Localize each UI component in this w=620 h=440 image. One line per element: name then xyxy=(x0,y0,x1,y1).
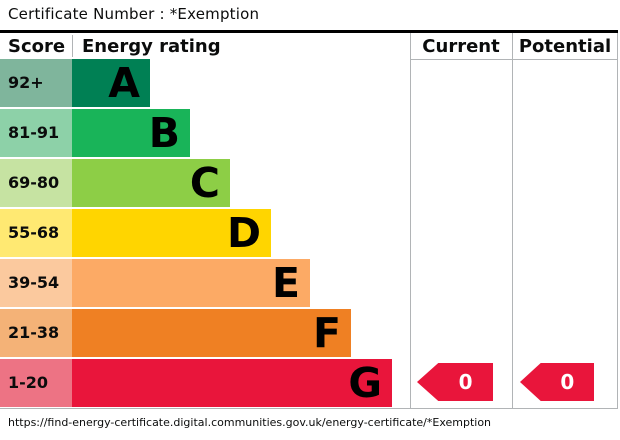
certificate-url: https://find-energy-certificate.digital.… xyxy=(8,416,492,429)
band-e-bar: E xyxy=(72,259,310,307)
table-right-border xyxy=(617,33,618,408)
band-d-bar: D xyxy=(72,209,271,257)
band-row-b: 81-91 B xyxy=(0,109,392,159)
band-e-score-range: 39-54 xyxy=(0,259,72,307)
band-b-bar: B xyxy=(72,109,190,157)
band-row-d: 55-68 D xyxy=(0,209,392,259)
band-b-score-range: 81-91 xyxy=(0,109,72,157)
band-c-bar: C xyxy=(72,159,230,207)
table-header-row: Score Energy rating Current Potential xyxy=(0,33,618,59)
rating-bands: 92+ A 81-91 B 69-80 C 55-68 D 39-54 E 21… xyxy=(0,59,392,409)
column-divider-current xyxy=(410,33,411,408)
potential-rating-arrow-icon: 0 xyxy=(520,363,594,401)
table-bottom-border xyxy=(0,408,618,409)
header-potential: Potential xyxy=(518,35,612,57)
score-header-divider xyxy=(72,35,73,57)
band-g-score-range: 1-20 xyxy=(0,359,72,407)
current-rating-value: 0 xyxy=(458,370,473,394)
band-g-bar: G xyxy=(72,359,392,407)
band-row-a: 92+ A xyxy=(0,59,392,109)
band-row-g: 1-20 G xyxy=(0,359,392,409)
header-current: Current xyxy=(422,35,500,57)
band-f-bar: F xyxy=(72,309,351,357)
band-row-c: 69-80 C xyxy=(0,159,392,209)
band-a-score-range: 92+ xyxy=(0,59,72,107)
column-divider-potential xyxy=(512,33,513,408)
potential-rating-value: 0 xyxy=(560,370,575,394)
band-row-f: 21-38 F xyxy=(0,309,392,359)
ratings-header-underline xyxy=(410,59,618,60)
band-a-bar: A xyxy=(72,59,150,107)
band-row-e: 39-54 E xyxy=(0,259,392,309)
band-c-score-range: 69-80 xyxy=(0,159,72,207)
table-top-border xyxy=(0,30,618,33)
band-f-score-range: 21-38 xyxy=(0,309,72,357)
current-rating-arrow-icon: 0 xyxy=(417,363,493,401)
header-score: Score xyxy=(8,35,66,57)
band-d-score-range: 55-68 xyxy=(0,209,72,257)
certificate-number-title: Certificate Number : *Exemption xyxy=(8,5,260,23)
header-energy-rating: Energy rating xyxy=(82,35,221,57)
